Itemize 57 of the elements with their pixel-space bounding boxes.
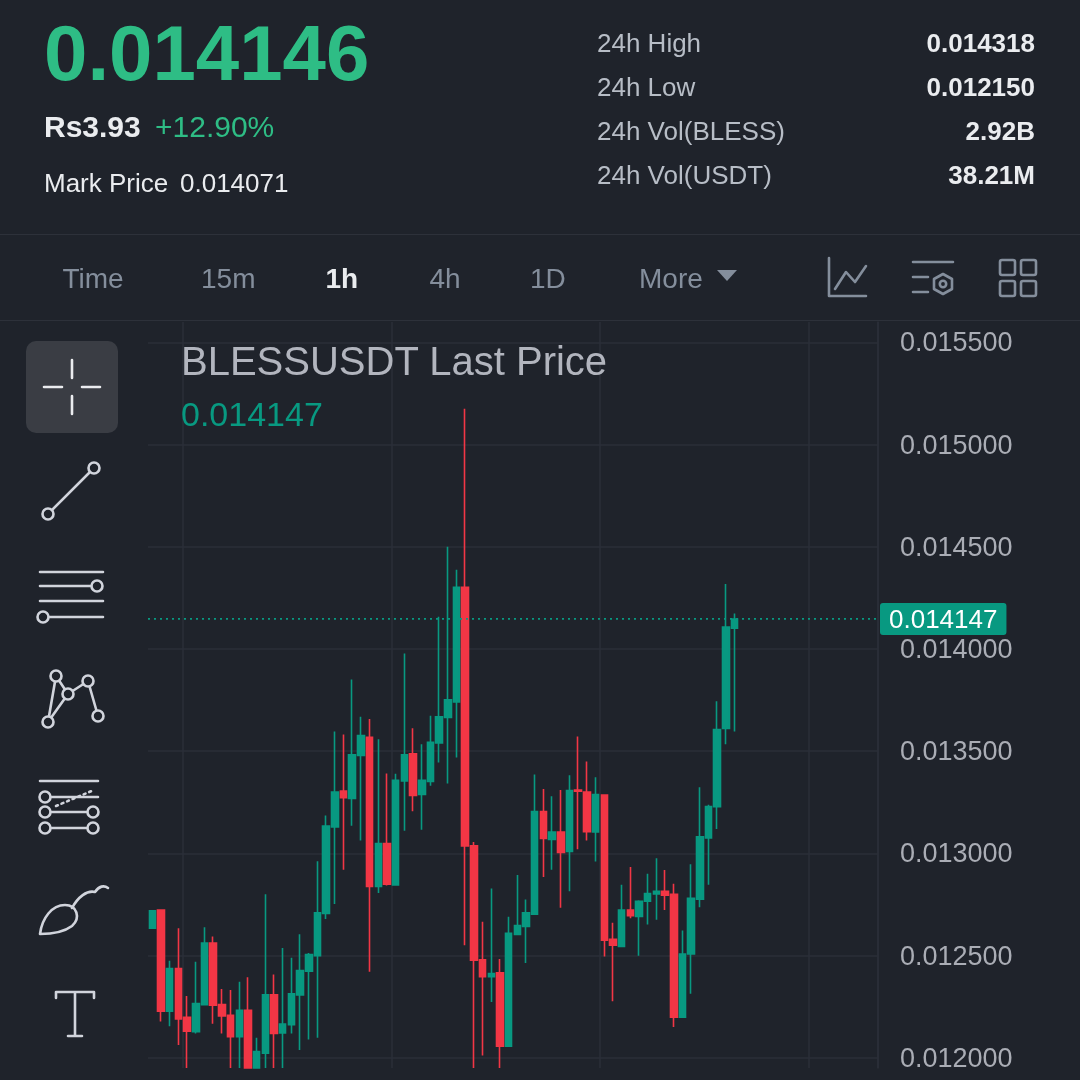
candlestick xyxy=(547,795,557,871)
text: 24h Vol(USDT) xyxy=(597,160,772,190)
chart-title: BLESSUSDT Last Price xyxy=(181,339,608,383)
text: 24h High xyxy=(597,28,702,58)
y-tick-label: 0.012500 xyxy=(900,940,1013,971)
text: 0.014146 xyxy=(44,9,370,97)
text: 0.012150 xyxy=(926,72,1035,102)
candlestick xyxy=(652,857,661,921)
text: 15m xyxy=(201,263,256,294)
text: Time xyxy=(62,263,124,294)
text: 0.014147 xyxy=(181,395,323,433)
candlestick xyxy=(591,776,600,863)
candlestick xyxy=(252,1036,261,1069)
y-tick-label: 0.012000 xyxy=(900,1042,1013,1073)
text: More xyxy=(639,263,703,294)
candlestick xyxy=(269,973,279,1069)
candlestick xyxy=(278,947,287,1069)
candlestick xyxy=(617,884,626,948)
candlestick xyxy=(487,887,496,1003)
candlestick xyxy=(495,958,505,1069)
candlestick xyxy=(400,652,409,832)
candlestick xyxy=(261,893,270,1069)
candlestick xyxy=(382,772,392,887)
candlestick xyxy=(156,909,166,1023)
candlestick xyxy=(365,718,374,973)
text: Rs3.93 xyxy=(44,110,141,143)
candlestick xyxy=(626,866,635,919)
candlestick xyxy=(556,789,566,909)
candlestick xyxy=(374,738,383,894)
text: 1h xyxy=(325,263,359,294)
text: 4h xyxy=(429,263,461,294)
candlestick xyxy=(565,774,574,893)
candlestick xyxy=(408,727,418,813)
text: +12.90% xyxy=(155,110,275,143)
candlestick xyxy=(148,910,157,929)
ref-line-label: 0.014147 xyxy=(889,603,998,634)
y-tick-label: 0.013000 xyxy=(900,838,1013,869)
y-tick-label: 0.014000 xyxy=(900,634,1013,665)
candlestick xyxy=(339,733,348,871)
y-tick-label: 0.014500 xyxy=(900,531,1013,562)
y-tick-label: 0.015500 xyxy=(900,327,1013,358)
y-tick-label: 0.015000 xyxy=(900,429,1013,460)
text: 0.014318 xyxy=(926,28,1035,58)
text: 0.014071 xyxy=(180,168,289,198)
text: Mark Price xyxy=(44,168,169,198)
candlestick xyxy=(391,772,400,886)
candlestick xyxy=(504,915,513,1047)
candlestick xyxy=(165,959,174,1028)
text: 24h Vol(BLESS) xyxy=(597,116,785,146)
candlestick xyxy=(539,788,548,878)
candlestick xyxy=(243,976,253,1069)
text: 24h Low xyxy=(597,72,696,102)
text: 2.92B xyxy=(965,116,1035,146)
text: 38.21M xyxy=(948,160,1035,190)
text: 1D xyxy=(530,263,566,294)
candlestick xyxy=(235,980,244,1069)
y-tick-label: 0.013500 xyxy=(900,736,1013,767)
